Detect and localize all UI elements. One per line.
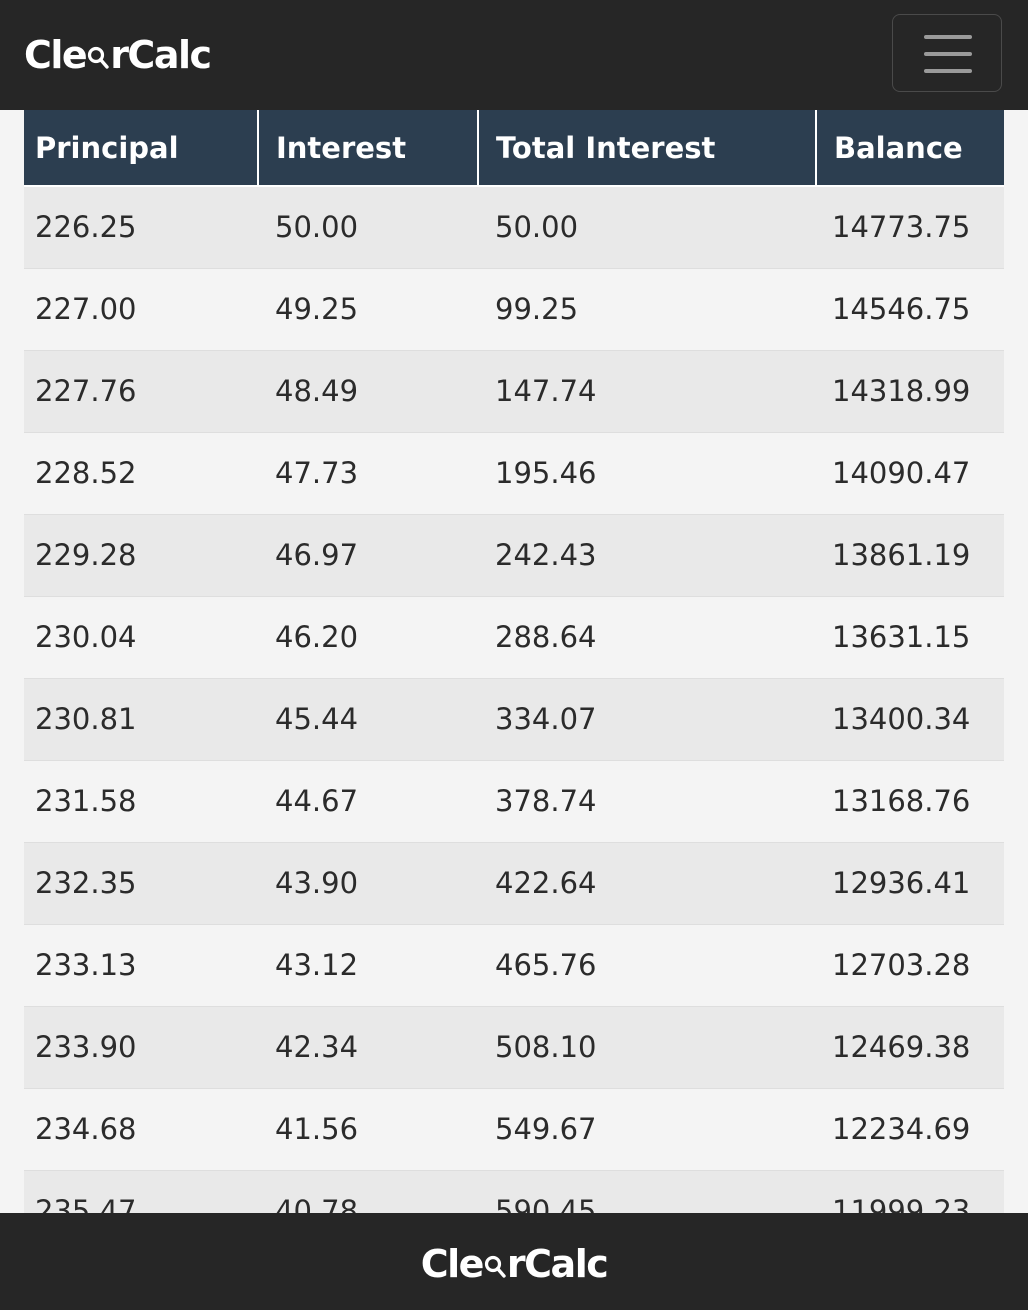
- cell-balance: 14773.75: [816, 186, 1004, 269]
- cell-interest: 50.00: [258, 186, 478, 269]
- cell-total-interest: 549.67: [478, 1088, 816, 1171]
- table-row: 226.25 50.00 50.00 14773.75: [24, 186, 1004, 269]
- cell-total-interest: 465.76: [478, 924, 816, 1007]
- cell-balance: 13400.34: [816, 678, 1004, 761]
- cell-balance: 13168.76: [816, 760, 1004, 843]
- cell-interest: 42.34: [258, 1006, 478, 1089]
- cell-principal: 229.28: [24, 514, 258, 597]
- cell-principal: 230.04: [24, 596, 258, 679]
- column-header-total-interest: Total Interest: [478, 110, 817, 187]
- table-row: 228.52 47.73 195.46 14090.47: [24, 432, 1004, 515]
- cell-balance: 13861.19: [816, 514, 1004, 597]
- hamburger-icon: [924, 35, 972, 73]
- menu-toggle-button[interactable]: [892, 14, 1002, 92]
- cell-interest: 43.12: [258, 924, 478, 1007]
- cell-total-interest: 50.00: [478, 186, 816, 269]
- cell-interest: 49.25: [258, 268, 478, 351]
- cell-principal: 233.13: [24, 924, 258, 1007]
- magnifier-icon: [87, 46, 109, 72]
- cell-principal: 233.90: [24, 1006, 258, 1089]
- cell-principal: 230.81: [24, 678, 258, 761]
- table-row: 229.28 46.97 242.43 13861.19: [24, 514, 1004, 597]
- logo-text-start: Cle: [24, 33, 88, 77]
- cell-interest: 48.49: [258, 350, 478, 433]
- cell-interest: 46.97: [258, 514, 478, 597]
- cell-total-interest: 147.74: [478, 350, 816, 433]
- cell-balance: 14546.75: [816, 268, 1004, 351]
- column-header-interest: Interest: [258, 110, 479, 187]
- cell-balance: 11999.23: [816, 1170, 1004, 1214]
- amortization-table-container[interactable]: Principal Interest Total Interest Balanc…: [24, 110, 1004, 1214]
- cell-principal: 231.58: [24, 760, 258, 843]
- cell-total-interest: 378.74: [478, 760, 816, 843]
- cell-principal: 227.76: [24, 350, 258, 433]
- top-navbar: Cle rCalc: [0, 0, 1028, 110]
- table-row: 234.68 41.56 549.67 12234.69: [24, 1088, 1004, 1171]
- cell-total-interest: 99.25: [478, 268, 816, 351]
- cell-principal: 227.00: [24, 268, 258, 351]
- cell-total-interest: 508.10: [478, 1006, 816, 1089]
- table-row: 227.00 49.25 99.25 14546.75: [24, 268, 1004, 351]
- cell-total-interest: 242.43: [478, 514, 816, 597]
- table-row: 230.04 46.20 288.64 13631.15: [24, 596, 1004, 679]
- footer: Cle rCalc: [0, 1213, 1028, 1310]
- cell-interest: 45.44: [258, 678, 478, 761]
- cell-balance: 12703.28: [816, 924, 1004, 1007]
- footer-magnifier-icon: [484, 1255, 506, 1281]
- cell-balance: 12469.38: [816, 1006, 1004, 1089]
- cell-principal: 234.68: [24, 1088, 258, 1171]
- cell-principal: 235.47: [24, 1170, 258, 1214]
- cell-interest: 46.20: [258, 596, 478, 679]
- column-header-balance: Balance: [816, 110, 1004, 187]
- column-header-principal: Principal: [24, 110, 259, 187]
- cell-total-interest: 334.07: [478, 678, 816, 761]
- logo-text-end: rCalc: [110, 33, 212, 77]
- table-row: 232.35 43.90 422.64 12936.41: [24, 842, 1004, 925]
- cell-principal: 226.25: [24, 186, 258, 269]
- table-row: 235.47 40.78 590.45 11999.23: [24, 1170, 1004, 1214]
- table-row: 231.58 44.67 378.74 13168.76: [24, 760, 1004, 843]
- cell-principal: 232.35: [24, 842, 258, 925]
- table-row: 233.13 43.12 465.76 12703.28: [24, 924, 1004, 1007]
- cell-interest: 43.90: [258, 842, 478, 925]
- cell-total-interest: 288.64: [478, 596, 816, 679]
- table-row: 227.76 48.49 147.74 14318.99: [24, 350, 1004, 433]
- cell-balance: 13631.15: [816, 596, 1004, 679]
- clearcalc-logo[interactable]: Cle rCalc: [24, 30, 212, 80]
- cell-balance: 12936.41: [816, 842, 1004, 925]
- cell-balance: 14090.47: [816, 432, 1004, 515]
- footer-logo-text-end: rCalc: [506, 1242, 609, 1286]
- table-row: 233.90 42.34 508.10 12469.38: [24, 1006, 1004, 1089]
- cell-total-interest: 590.45: [478, 1170, 816, 1214]
- cell-interest: 41.56: [258, 1088, 478, 1171]
- amortization-table: Principal Interest Total Interest Balanc…: [24, 110, 1004, 1214]
- cell-total-interest: 195.46: [478, 432, 816, 515]
- table-header-row: Principal Interest Total Interest Balanc…: [24, 110, 1004, 187]
- cell-interest: 47.73: [258, 432, 478, 515]
- cell-principal: 228.52: [24, 432, 258, 515]
- table-row: 230.81 45.44 334.07 13400.34: [24, 678, 1004, 761]
- footer-logo-text-start: Cle: [420, 1242, 485, 1286]
- cell-interest: 44.67: [258, 760, 478, 843]
- table-body: 226.25 50.00 50.00 14773.75 227.00 49.25 99.25…: [24, 186, 1004, 1214]
- cell-total-interest: 422.64: [478, 842, 816, 925]
- cell-balance: 14318.99: [816, 350, 1004, 433]
- cell-interest: 40.78: [258, 1170, 478, 1214]
- cell-balance: 12234.69: [816, 1088, 1004, 1171]
- footer-clearcalc-logo[interactable]: Cle rCalc: [0, 1239, 1028, 1289]
